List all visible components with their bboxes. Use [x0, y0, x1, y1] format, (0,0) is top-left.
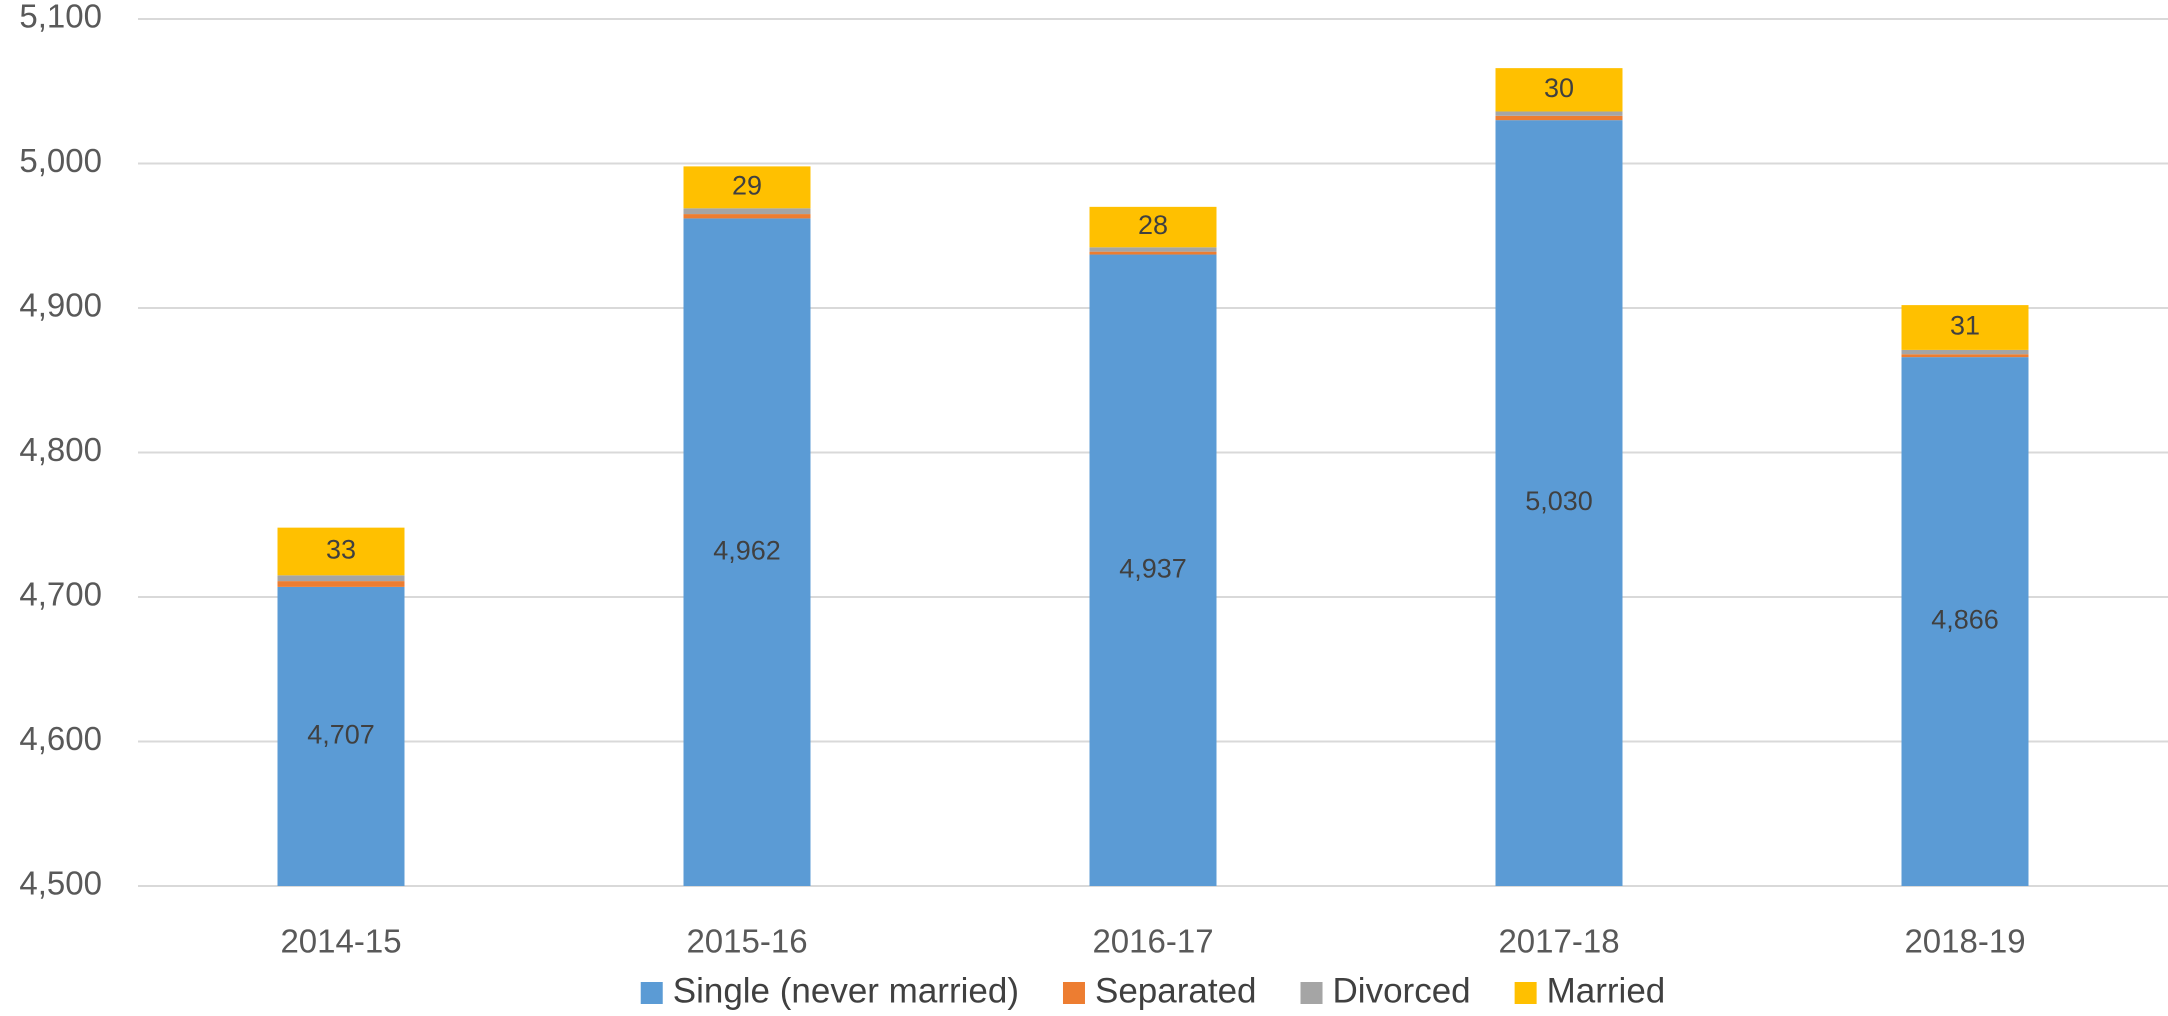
y-tick-label: 4,900: [19, 287, 102, 324]
data-label: 4,707: [307, 720, 375, 750]
bar-segment: [1495, 115, 1623, 121]
y-tick-label: 4,500: [19, 865, 102, 902]
bar-segment: [1089, 254, 1217, 886]
bar-segment: [277, 586, 405, 886]
data-label: 5,030: [1525, 486, 1593, 516]
legend-swatch: [640, 982, 663, 1004]
legend-swatch: [1300, 982, 1323, 1004]
y-tick-label: 5,000: [19, 142, 102, 179]
data-label: 4,866: [1931, 605, 1999, 635]
x-tick-label: 2014-15: [280, 923, 401, 960]
data-label: 31: [1950, 311, 1980, 341]
data-label: 4,962: [713, 535, 781, 565]
y-tick-label: 4,600: [19, 720, 102, 757]
bar-segment: [683, 208, 811, 215]
bar-segment: [1901, 349, 2029, 355]
data-label: 30: [1544, 73, 1574, 103]
bar-segment: [277, 527, 405, 576]
bar-segment: [1495, 111, 1623, 116]
legend-label: Divorced: [1333, 971, 1471, 1010]
bar-segment: [1089, 251, 1217, 255]
bar-segment: [277, 575, 405, 582]
legend-swatch: [1062, 982, 1085, 1004]
x-tick-label: 2018-19: [1904, 923, 2025, 960]
data-label: 4,937: [1119, 553, 1187, 583]
x-tick-label: 2017-18: [1498, 923, 1619, 960]
bar-segment: [683, 166, 811, 209]
bar-segment: [1495, 68, 1623, 112]
legend-swatch: [1514, 982, 1537, 1004]
bar-segment: [1089, 247, 1217, 252]
x-tick-label: 2016-17: [1092, 923, 1213, 960]
legend-label: Separated: [1095, 971, 1257, 1010]
legend-label: Married: [1547, 971, 1666, 1010]
bar-segment: [683, 218, 811, 886]
bar-segment: [1901, 305, 2029, 350]
bar-segment: [1495, 120, 1623, 886]
bar-segment: [1901, 354, 2029, 358]
data-label: 33: [326, 535, 356, 565]
bar-segment: [277, 581, 405, 587]
bar-segment: [683, 214, 811, 219]
data-label: 28: [1138, 210, 1168, 240]
data-label: 29: [732, 170, 762, 200]
bar-segment: [1901, 357, 2029, 886]
y-tick-label: 4,700: [19, 576, 102, 613]
bar-segment: [1089, 206, 1217, 248]
y-tick-label: 5,100: [19, 0, 102, 35]
legend-label: Single (never married): [673, 971, 1019, 1010]
y-tick-label: 4,800: [19, 431, 102, 468]
x-tick-label: 2015-16: [686, 923, 807, 960]
